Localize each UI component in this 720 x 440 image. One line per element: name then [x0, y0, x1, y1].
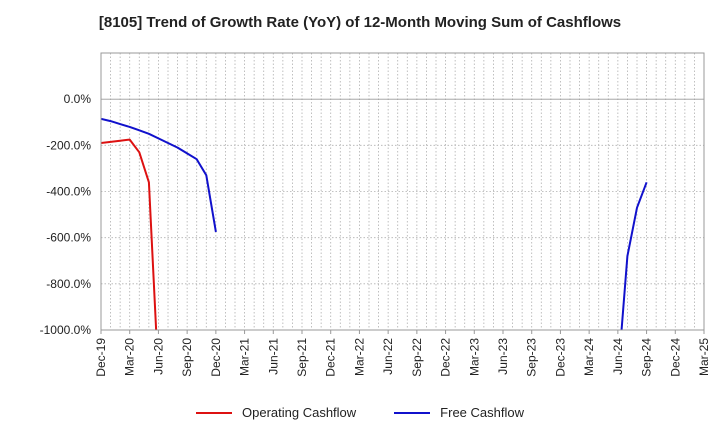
x-tick-label: Jun-21	[266, 338, 280, 375]
legend-label-free: Free Cashflow	[440, 405, 524, 420]
x-tick-label: Mar-24	[582, 338, 596, 376]
x-tick-label: Dec-22	[439, 338, 453, 377]
x-tick-label: Dec-24	[668, 338, 682, 377]
y-tick-label: 0.0%	[64, 92, 92, 106]
x-tick-label: Mar-22	[352, 338, 366, 376]
x-tick-label: Mar-20	[123, 338, 137, 376]
y-axis: 0.0% -200.0% -400.0% -600.0% -800.0% -1000.0%	[40, 92, 92, 337]
series-line-0	[101, 138, 158, 330]
x-tick-label: Sep-23	[525, 338, 539, 377]
legend-label-operating: Operating Cashflow	[242, 405, 357, 420]
x-tick-label: Dec-19	[94, 338, 108, 377]
x-tick-label: Dec-20	[209, 338, 223, 377]
y-tick-label: -800.0%	[46, 277, 91, 291]
legend: Operating Cashflow Free Cashflow	[0, 405, 720, 420]
x-tick-label: Sep-22	[410, 338, 424, 377]
x-tick-label: Jun-23	[496, 338, 510, 375]
x-tick-label: Mar-21	[238, 338, 252, 376]
x-tick-label: Dec-21	[324, 338, 338, 377]
series-line-1	[101, 117, 217, 233]
x-tick-label: Jun-24	[611, 338, 625, 375]
x-tick-label: Sep-21	[295, 338, 309, 377]
x-tick-label: Dec-23	[553, 338, 567, 377]
grid-lines	[101, 53, 704, 331]
y-tick-label: -600.0%	[46, 231, 91, 245]
series-lines	[101, 117, 648, 330]
y-tick-label: -1000.0%	[40, 323, 92, 337]
plot-area-frame	[100, 52, 705, 331]
legend-swatch-free	[394, 411, 431, 414]
chart-title: [8105] Trend of Growth Rate (YoY) of 12-…	[98, 14, 622, 31]
legend-item-free-cashflow: Free Cashflow	[394, 405, 524, 420]
y-tick-label: -400.0%	[46, 185, 91, 199]
legend-swatch-operating	[196, 411, 232, 414]
x-tick-label: Mar-23	[467, 338, 481, 376]
x-tick-label: Jun-22	[381, 338, 395, 375]
x-axis: Dec-19 Mar-20 Jun-20 Sep-20 Dec-20 Mar-21 Jun-…	[94, 330, 711, 377]
x-tick-label: Jun-20	[151, 338, 165, 375]
x-tick-label: Sep-20	[180, 338, 194, 377]
legend-item-operating-cashflow: Operating Cashflow	[196, 405, 356, 420]
x-tick-label: Mar-25	[697, 338, 711, 376]
series-line-2	[620, 181, 648, 330]
x-tick-label: Sep-24	[640, 338, 654, 377]
y-tick-label: -200.0%	[46, 138, 91, 152]
